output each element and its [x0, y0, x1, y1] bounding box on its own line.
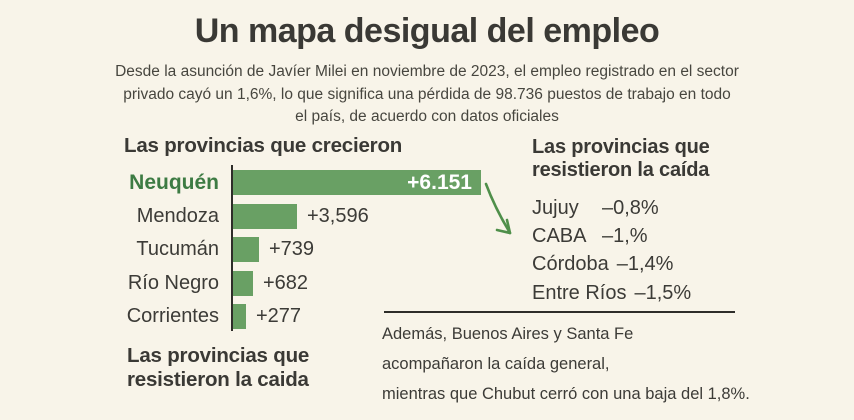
bar-segment — [233, 203, 297, 229]
page-title: Un mapa desigual del empleo — [194, 12, 660, 50]
bar-category-label: Río Negro — [127, 271, 219, 294]
bar-category-label: Neuquén — [129, 171, 219, 194]
page-subtitle: Desde la asunción de Javíer Milei en nov… — [115, 63, 739, 125]
decline-percentage-value: –1,4% — [616, 253, 674, 276]
decline-row-entre-ríos: Entre Ríos –1,5% — [532, 279, 691, 307]
bar-value-label: +682 — [263, 271, 309, 294]
decline-list: Jujuy –0,8% CABA –1,% Córdoba –1,4% Entre Ríos… — [532, 194, 691, 308]
decline-row-córdoba: Córdoba –1,4% — [532, 251, 691, 279]
bar-row-mendoza: Mendoza +3,596 — [124, 203, 554, 229]
bar-row-tucumán: Tucumán +739 — [124, 237, 554, 262]
decline-province-name: CABA — [532, 225, 587, 248]
bar-chart-rows: Neuquén +6.151 Mendoza +3,596 Tucumán +739 Río… — [124, 170, 554, 329]
bar-category-label: Tucumán — [136, 238, 219, 260]
decline-note: Además, Buenos Aires y Santa Fe acompaña… — [382, 325, 750, 403]
bar-row-neuquén: Neuquén +6.151 — [124, 170, 554, 195]
bar-category-label: Mendoza — [136, 204, 219, 227]
decline-percentage-value: –1,% — [602, 225, 648, 248]
note-divider-line — [384, 311, 735, 313]
decline-section-heading: Las provincias que resistieron la caída — [532, 136, 710, 181]
bar-segment: +6.151 — [233, 170, 481, 195]
decline-province-name: Córdoba — [532, 253, 609, 276]
bar-value-label: +3,596 — [307, 204, 369, 227]
growth-bar-chart: Neuquén +6.151 Mendoza +3,596 Tucumán +739 Río… — [124, 165, 554, 332]
chart-baseline-axis — [231, 165, 233, 331]
growth-section-heading: Las provincias que crecieron — [124, 134, 403, 157]
bar-value-label: +6.151 — [407, 170, 472, 194]
decline-percentage-value: –1,5% — [634, 281, 692, 304]
decline-percentage-value: –0,8% — [602, 196, 659, 219]
decline-row-jujuy: Jujuy –0,8% — [532, 194, 691, 222]
bar-value-label: +739 — [269, 238, 315, 260]
bar-row-corrientes: Corrientes +277 — [124, 304, 554, 329]
growth-footer-heading: Las provincias que resistieron la caida — [127, 344, 310, 391]
bar-segment — [233, 237, 259, 262]
bar-value-label: +277 — [256, 305, 302, 327]
bar-segment — [233, 270, 253, 296]
decline-province-name: Entre Ríos — [532, 281, 627, 304]
arrow-down-right-icon — [484, 182, 512, 235]
bar-row-río-negro: Río Negro +682 — [124, 270, 554, 296]
decline-row-caba: CABA –1,% — [532, 222, 691, 250]
bar-segment — [233, 304, 246, 329]
decline-province-name: Jujuy — [532, 196, 579, 219]
bar-category-label: Corrientes — [126, 305, 219, 327]
